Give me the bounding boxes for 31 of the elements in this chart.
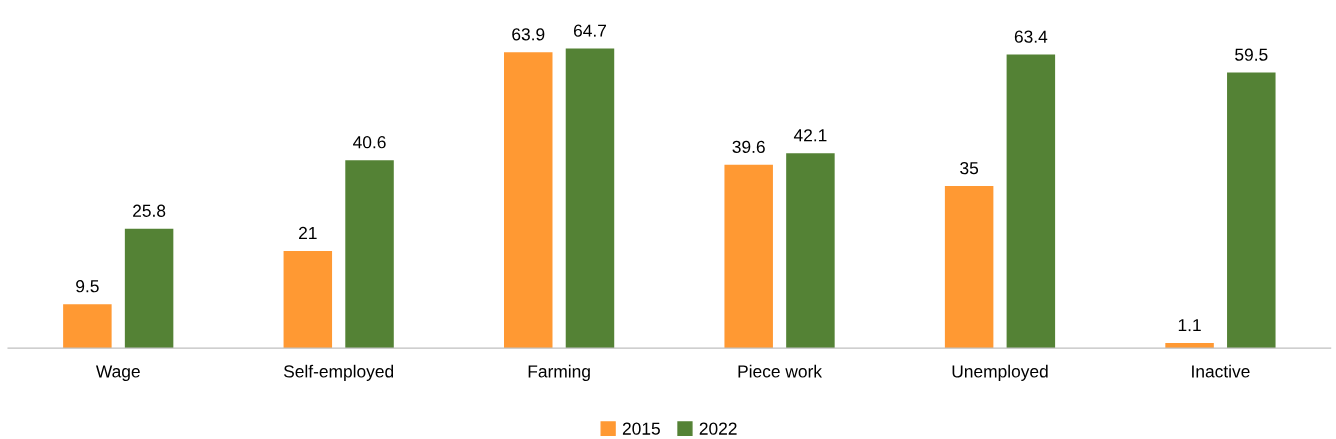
- x-tick-label: Unemployed: [952, 364, 1048, 381]
- legend-label: 2022: [699, 422, 737, 435]
- data-label: 59.5: [1235, 48, 1268, 61]
- data-label: 21: [299, 226, 317, 239]
- bar: [1006, 54, 1056, 349]
- bar: [944, 186, 994, 349]
- bar: [786, 153, 835, 349]
- x-tick-label: Self-employed: [283, 364, 394, 381]
- x-tick-label: Wage: [95, 365, 140, 381]
- bar: [504, 52, 553, 349]
- x-tick-label: Inactive: [1192, 364, 1250, 378]
- data-label: 35: [960, 162, 979, 175]
- data-label: 42.1: [793, 129, 827, 142]
- data-label: 39.6: [732, 140, 765, 153]
- data-label: 63.4: [1014, 30, 1048, 43]
- bar: [565, 48, 615, 349]
- data-label: 63.9: [512, 28, 545, 41]
- data-label: 9.5: [76, 280, 99, 293]
- bar: [283, 250, 333, 349]
- data-label: 25.8: [133, 204, 166, 217]
- bar: [345, 160, 394, 349]
- bar: [124, 228, 174, 349]
- x-tick-label: Farming: [528, 364, 590, 381]
- x-tick-label: Piece work: [738, 364, 823, 378]
- bar: [724, 164, 773, 349]
- data-label: 40.6: [353, 136, 386, 149]
- bar: [63, 304, 112, 349]
- data-label: 1.1: [1178, 319, 1201, 332]
- legend-label: 2015: [622, 422, 660, 435]
- data-label: 64.7: [573, 24, 606, 37]
- bar: [1227, 72, 1276, 349]
